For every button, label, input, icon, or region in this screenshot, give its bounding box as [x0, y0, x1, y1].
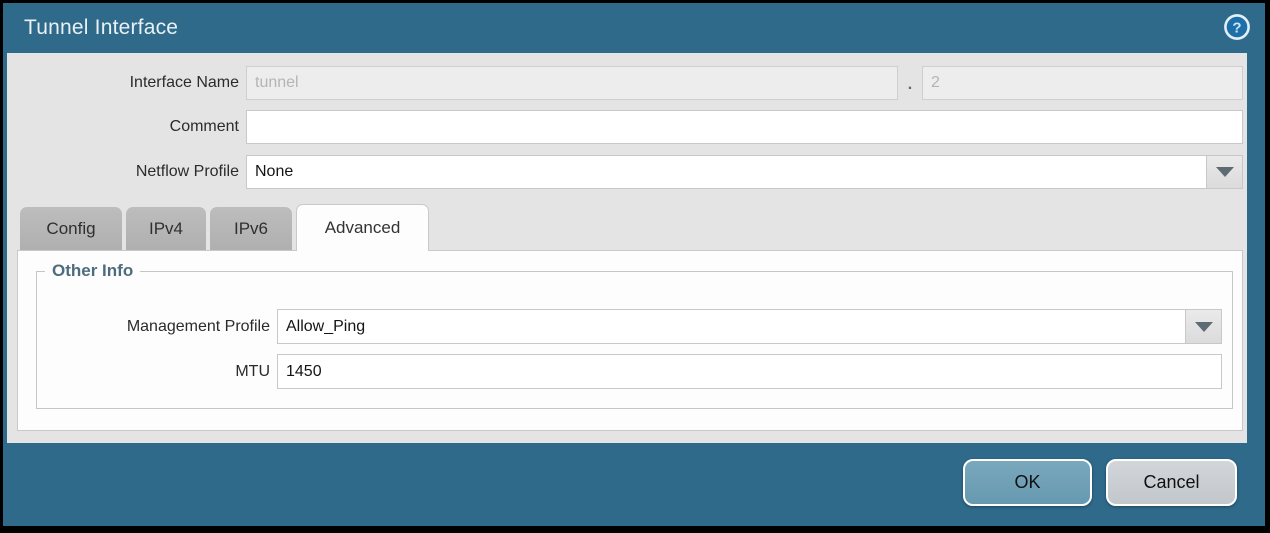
netflow-profile-value: None	[255, 163, 294, 180]
other-info-group-title: Other Info	[45, 261, 141, 281]
tab-ipv4[interactable]: IPv4	[126, 207, 206, 251]
management-profile-dropdown-button[interactable]	[1185, 310, 1221, 343]
ok-button[interactable]: OK	[963, 459, 1092, 506]
dialog-title: Tunnel Interface	[24, 16, 179, 39]
tunnel-interface-dialog: Tunnel Interface ? Interface Name . Comm…	[3, 3, 1265, 526]
comment-input[interactable]	[246, 110, 1243, 144]
netflow-profile-dropdown[interactable]: None	[246, 155, 1243, 189]
management-profile-label: Management Profile	[126, 318, 270, 335]
interface-name-base-input	[246, 66, 898, 100]
comment-label: Comment	[169, 118, 239, 135]
interface-name-suffix-input	[922, 66, 1243, 100]
cancel-button[interactable]: Cancel	[1106, 459, 1237, 506]
netflow-profile-dropdown-button[interactable]	[1206, 156, 1242, 188]
tab-bar: Config IPv4 IPv6 Advanced	[20, 204, 433, 251]
tab-ipv6[interactable]: IPv6	[210, 207, 292, 251]
mtu-label: MTU	[235, 363, 270, 380]
dialog-titlebar: Tunnel Interface ?	[3, 3, 1265, 53]
advanced-tab-panel: Other Info Management Profile Allow_Ping…	[17, 250, 1243, 431]
tab-config[interactable]: Config	[20, 207, 122, 251]
chevron-down-icon	[1215, 167, 1234, 177]
help-icon[interactable]: ?	[1223, 13, 1251, 41]
tab-advanced[interactable]: Advanced	[296, 204, 429, 251]
svg-text:?: ?	[1232, 20, 1241, 37]
other-info-group: Other Info Management Profile Allow_Ping…	[36, 261, 1233, 409]
interface-name-separator: .	[907, 76, 913, 93]
chevron-down-icon	[1194, 321, 1213, 332]
netflow-profile-label: Netflow Profile	[135, 163, 239, 180]
dialog-body: Interface Name . Comment Netflow Profile…	[7, 53, 1247, 443]
interface-name-label: Interface Name	[129, 74, 239, 91]
management-profile-value: Allow_Ping	[286, 318, 366, 335]
mtu-input[interactable]	[277, 354, 1222, 389]
management-profile-dropdown[interactable]: Allow_Ping	[277, 309, 1222, 344]
